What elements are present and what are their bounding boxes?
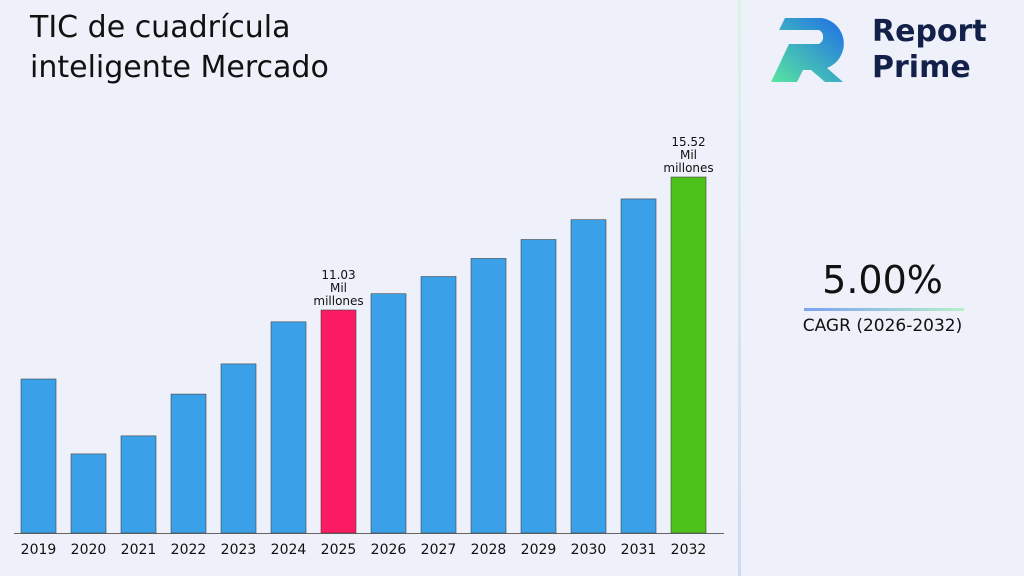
value-label: 15.52 Mil millones xyxy=(663,135,714,176)
x-tick-label: 2030 xyxy=(571,542,607,558)
x-tick-label: 2029 xyxy=(521,542,557,558)
cagr-value: 5.00% xyxy=(822,258,943,302)
bar xyxy=(120,435,157,534)
bar xyxy=(370,293,407,534)
value-label-box: 11.03 Mil millones xyxy=(313,267,364,308)
x-tick-label: 2032 xyxy=(671,542,707,558)
bar xyxy=(470,258,507,534)
bar xyxy=(220,363,257,534)
x-tick-label: 2028 xyxy=(471,542,507,558)
chart-panel: TIC de cuadrícula inteligente Mercado 20… xyxy=(14,10,724,558)
chart-title: TIC de cuadrícula inteligente Mercado xyxy=(30,10,329,85)
chart: 2019 2020 2021 2022 2023 2024 2025 11.03 Mil mi… xyxy=(14,135,724,558)
bar xyxy=(20,378,57,534)
bar xyxy=(570,219,607,534)
bar xyxy=(320,309,357,534)
x-tick-label: 2031 xyxy=(621,542,657,558)
x-tick-label: 2027 xyxy=(421,542,457,558)
x-tick-label: 2025 xyxy=(321,542,357,558)
x-tick-label: 2022 xyxy=(171,542,207,558)
value-label: 11.03 Mil millones xyxy=(313,267,364,308)
bar xyxy=(70,453,107,534)
cagr-underline xyxy=(804,308,964,311)
bar xyxy=(270,321,307,534)
x-tick-label: 2023 xyxy=(221,542,257,558)
value-label-box: 15.52 Mil millones xyxy=(663,135,714,176)
x-tick-label: 2019 xyxy=(21,542,57,558)
sidebar: Report Prime 5.00% CAGR (2026-2032) xyxy=(741,0,1024,576)
brand-name: Report Prime xyxy=(872,14,987,85)
bar xyxy=(170,393,207,534)
x-tick-label: 2021 xyxy=(121,542,157,558)
bar xyxy=(520,239,557,534)
x-tick-label: 2020 xyxy=(71,542,107,558)
x-tick-label: 2026 xyxy=(371,542,407,558)
bar xyxy=(420,276,457,534)
cagr-label: CAGR (2026-2032) xyxy=(802,316,963,336)
logo-icon xyxy=(771,18,844,82)
bar xyxy=(620,198,657,534)
bar xyxy=(670,176,707,534)
x-tick-label: 2024 xyxy=(271,542,307,558)
divider xyxy=(738,0,741,576)
